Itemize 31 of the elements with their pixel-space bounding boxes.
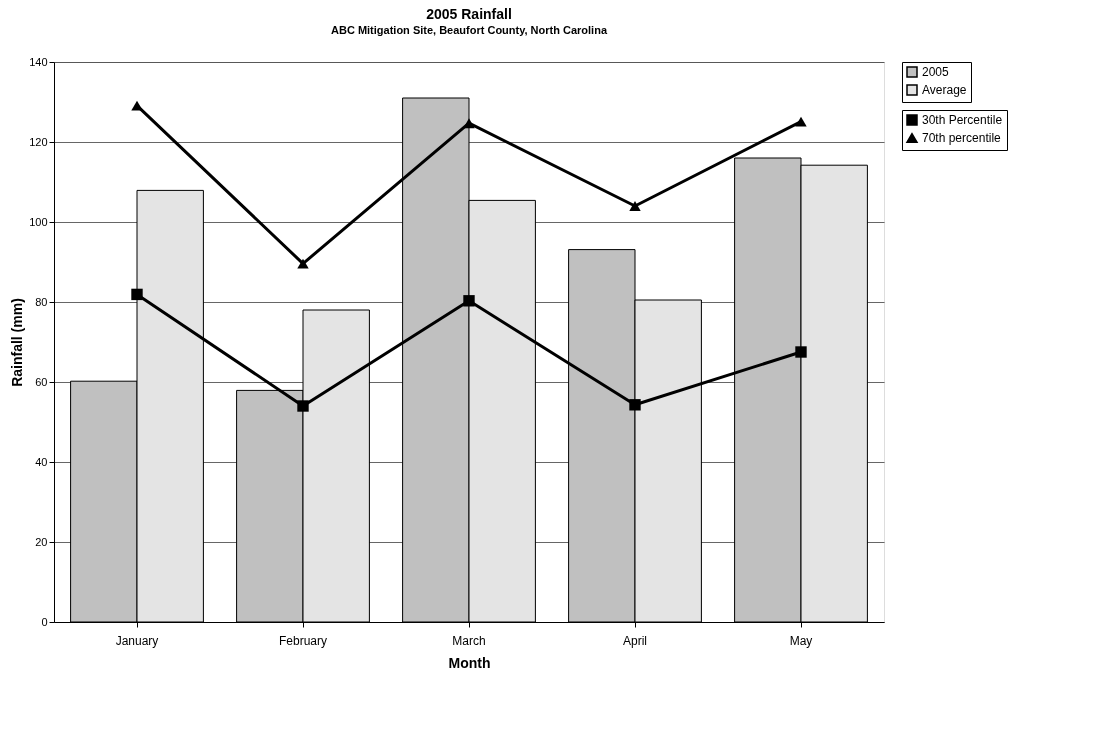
point (297, 400, 309, 412)
x-tick-label: May (789, 633, 813, 648)
point (795, 116, 807, 127)
y-tick-label: 120 (29, 135, 48, 148)
y-tick-label: 40 (35, 455, 48, 468)
y-tick-label: 20 (35, 535, 48, 548)
x-tick-label: March (452, 633, 486, 648)
y-tick-label: 60 (35, 375, 48, 388)
chart-subtitle: ABC Mitigation Site, Beaufort County, North Carolina (330, 24, 608, 36)
x-tick-label: January (115, 633, 159, 648)
y-axis-title: Rainfall (mm) (9, 298, 26, 387)
point (297, 258, 309, 269)
y-tick-label: 140 (29, 55, 48, 68)
legend-label: 70th percentile (922, 131, 1002, 145)
point (629, 201, 641, 211)
point (629, 399, 641, 411)
y-tick-label: 0 (41, 615, 48, 628)
x-tick-label: February (278, 633, 328, 648)
legend-label: Average (922, 83, 967, 97)
y-tick-label: 100 (29, 215, 48, 228)
point (131, 288, 143, 301)
chart-title: 2005 Rainfall (426, 6, 512, 22)
point (795, 346, 807, 358)
x-axis-title: Month (448, 654, 491, 671)
legend-label: 30th Percentile (922, 113, 1003, 127)
point (463, 118, 475, 129)
point (463, 295, 475, 307)
legend-label: 2005 (922, 65, 950, 79)
x-tick-label: April (622, 633, 648, 648)
point (131, 100, 143, 111)
y-tick-label: 80 (35, 295, 48, 308)
